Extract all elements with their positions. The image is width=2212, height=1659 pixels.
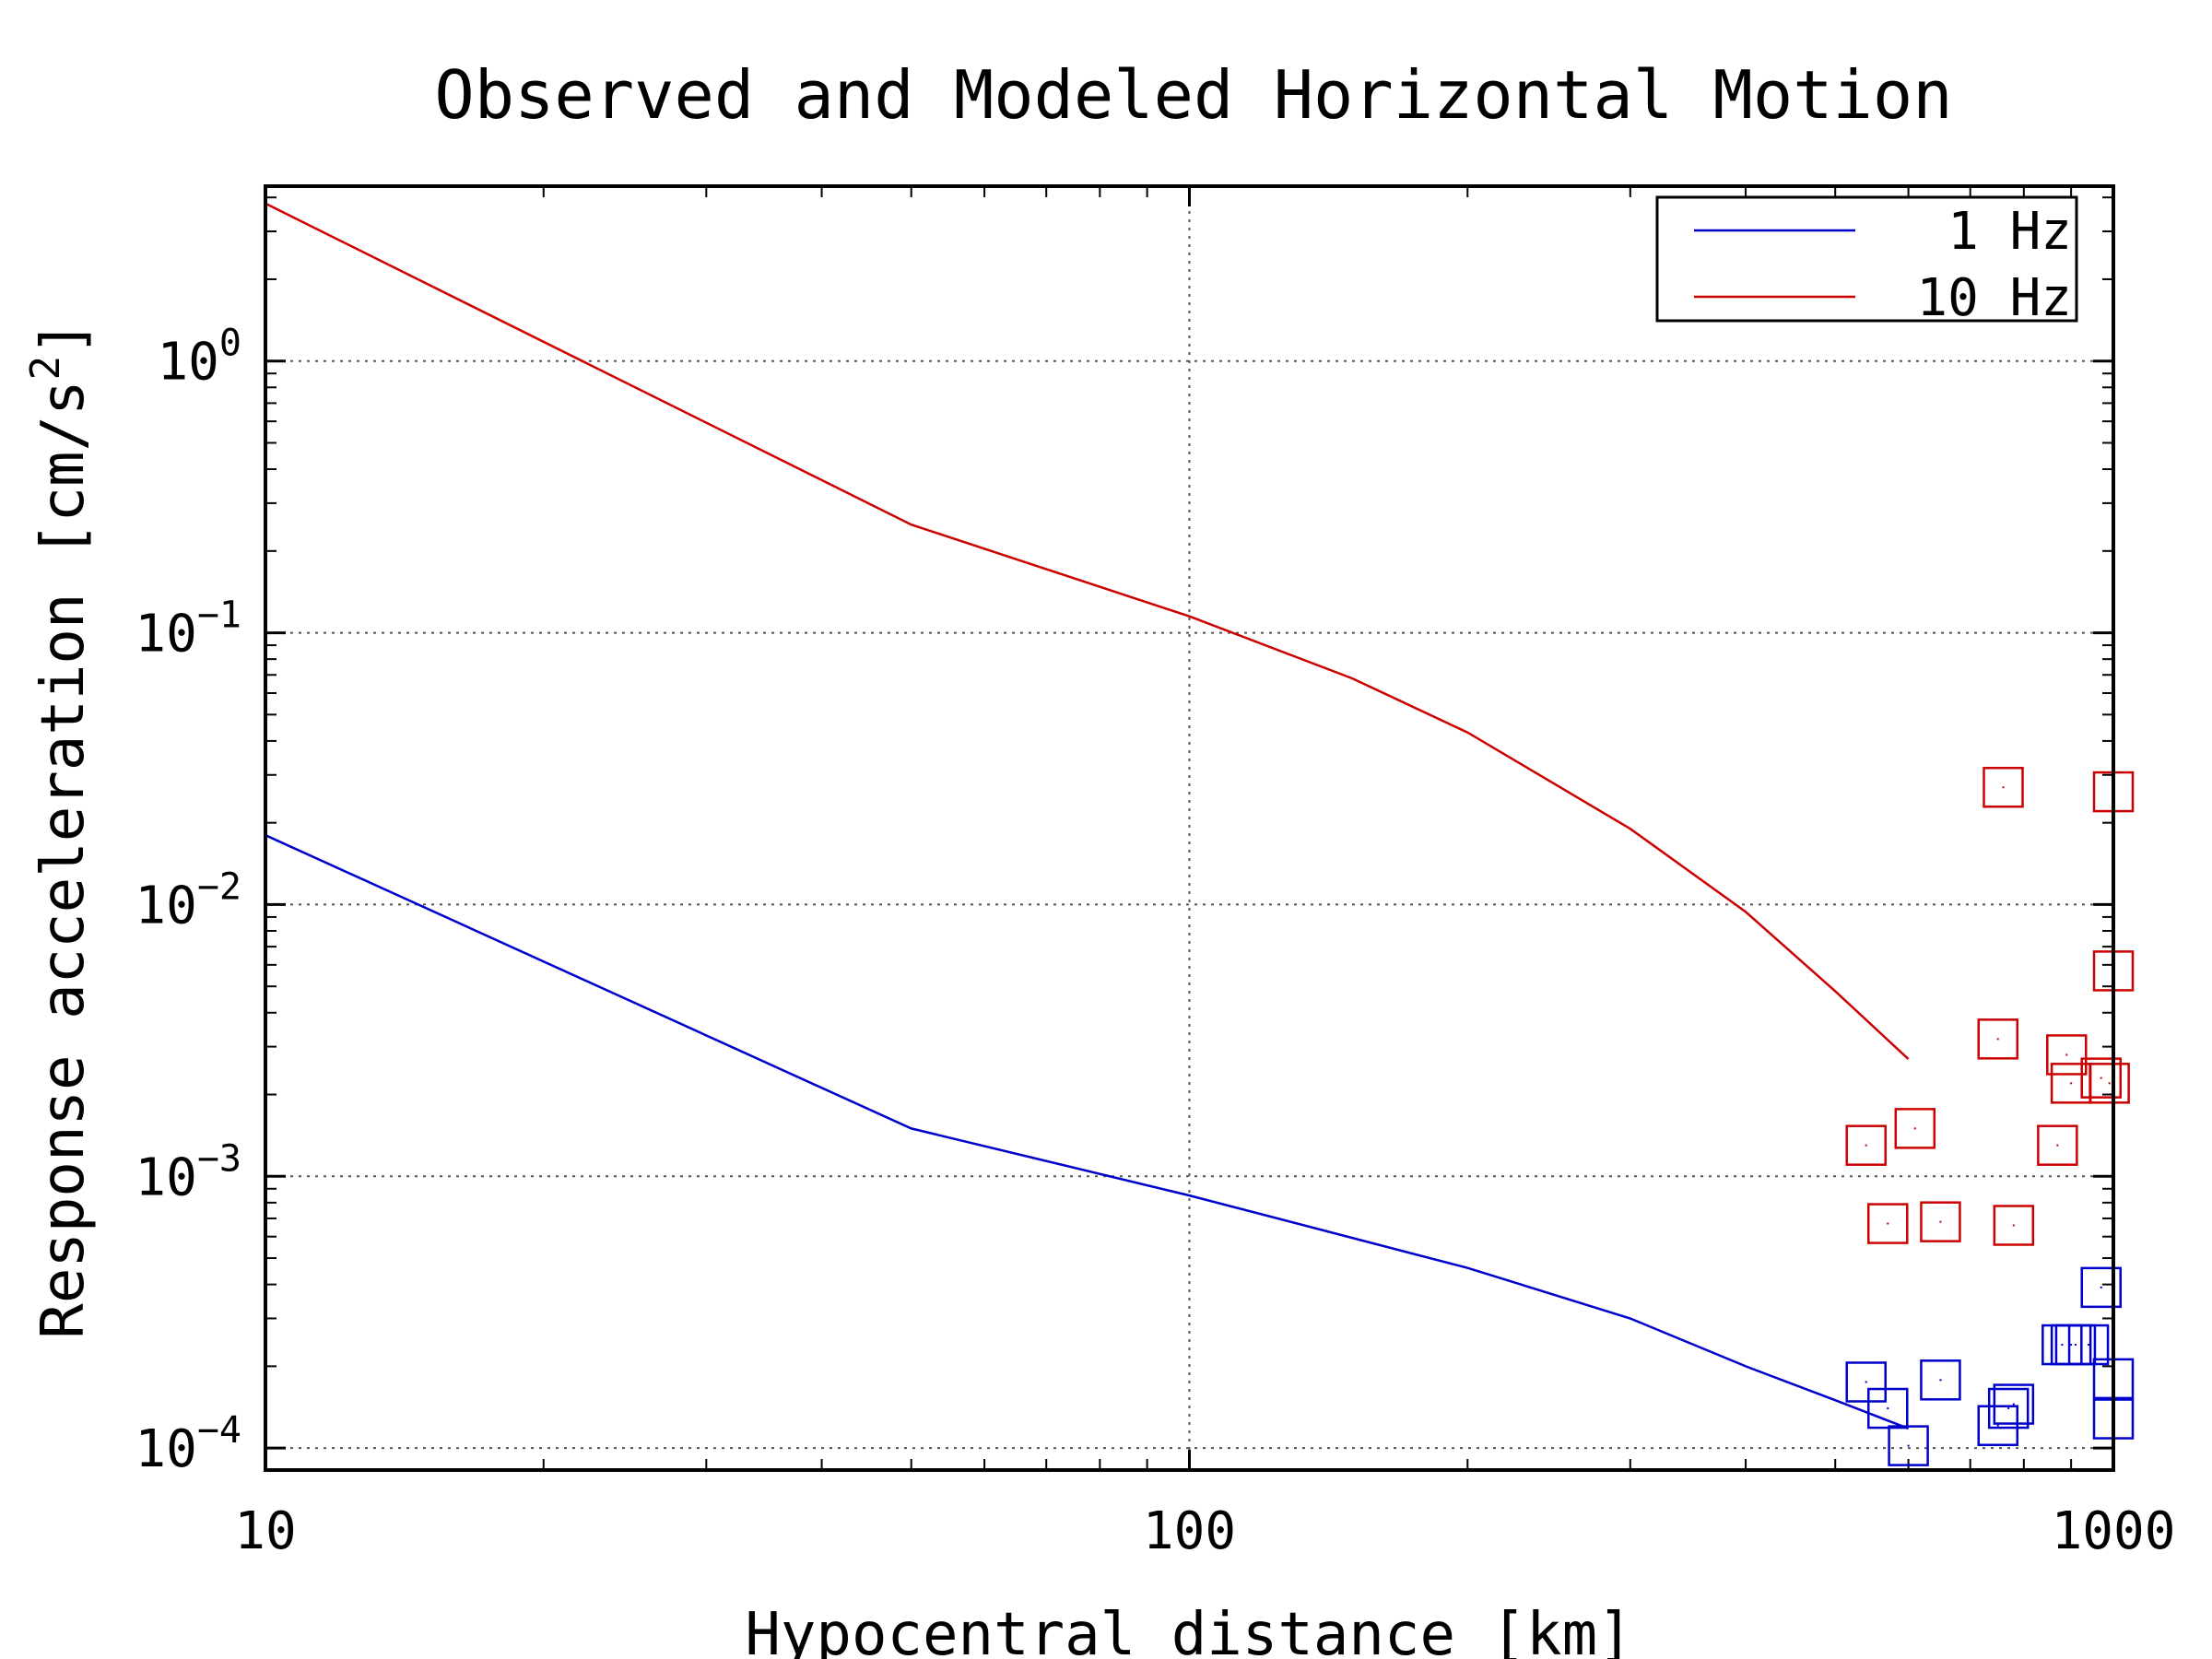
observed-point-1hz	[1867, 1387, 1909, 1430]
observed-point-center-1hz	[2074, 1344, 2077, 1347]
observed-point-center-10hz	[2002, 786, 2005, 789]
observed-point-center-10hz	[1939, 1220, 1942, 1223]
observed-point-1hz	[1845, 1361, 1887, 1403]
observed-point-10hz	[1920, 1201, 1961, 1242]
y-tick-base: 10	[157, 333, 218, 393]
observed-point-center-1hz	[2007, 1407, 2010, 1410]
observed-point-10hz	[1993, 1205, 2035, 1246]
observed-point-10hz	[1867, 1203, 1909, 1244]
y-tick-exponent: −1	[197, 594, 241, 637]
y-axis-label-main: Response acceleration [cm/s	[29, 380, 98, 1338]
chart-title: Observed and Modeled Horizontal Motion	[434, 56, 1952, 134]
y-tick-exponent: −2	[197, 865, 241, 908]
observed-point-center-10hz	[1865, 1144, 1867, 1147]
observed-point-center-1hz	[2070, 1344, 2073, 1347]
series-line-1hz	[265, 834, 1910, 1430]
observed-point-center-1hz	[2088, 1344, 2090, 1347]
observed-point-1hz	[2067, 1324, 2110, 1366]
y-tick-base: 10	[135, 876, 196, 935]
observed-point-10hz	[2088, 1063, 2130, 1104]
y-tick-label: 10−1	[135, 594, 241, 665]
observed-point-10hz	[2046, 1034, 2088, 1076]
observed-point-center-10hz	[1887, 1222, 1889, 1225]
x-tick-label: 1000	[2052, 1501, 2176, 1561]
observed-point-center-1hz	[1996, 1424, 1999, 1427]
y-tick-label: 100	[157, 323, 241, 393]
observed-point-1hz	[1920, 1359, 1961, 1401]
observed-point-center-10hz	[2012, 1224, 2015, 1227]
legend-box	[1655, 195, 2078, 323]
observed-point-10hz	[1983, 766, 2024, 808]
legend-label-1hz: 1 Hz	[1947, 202, 2072, 262]
x-tick-label: 10	[234, 1501, 296, 1561]
y-tick-base: 10	[135, 1419, 196, 1479]
observed-point-1hz	[1888, 1425, 1929, 1466]
observed-point-center-10hz	[1913, 1127, 1916, 1130]
y-axis-label-sup: 2	[22, 356, 69, 381]
observed-point-10hz	[1894, 1108, 1936, 1149]
observed-point-center-1hz	[2012, 1403, 2015, 1406]
observed-point-center-10hz	[2065, 1053, 2068, 1056]
observed-point-center-1hz	[1865, 1381, 1867, 1383]
x-axis-label: Hypocentral distance [km]	[745, 1601, 1632, 1659]
observed-point-center-10hz	[2108, 1082, 2111, 1085]
observed-point-center-1hz	[1939, 1379, 1942, 1382]
observed-point-center-10hz	[2100, 1077, 2102, 1079]
observed-point-center-1hz	[1907, 1444, 1910, 1447]
observed-point-center-1hz	[2061, 1344, 2064, 1347]
y-axis-label: Response acceleration [cm/s2]	[22, 320, 98, 1338]
observed-point-1hz	[2080, 1266, 2122, 1309]
observed-point-10hz	[1977, 1018, 2018, 1060]
legend-label-10hz: 10 Hz	[1916, 268, 2072, 328]
observed-point-center-10hz	[1996, 1038, 1999, 1041]
observed-point-center-1hz	[1887, 1407, 1889, 1410]
y-tick-label: 10−3	[135, 1137, 241, 1207]
y-tick-exponent: −3	[197, 1137, 241, 1180]
observed-point-center-10hz	[2070, 1082, 2073, 1085]
observed-point-1hz	[1993, 1383, 2035, 1425]
plot-frame	[264, 184, 2115, 1472]
y-tick-exponent: −4	[197, 1409, 241, 1452]
observed-point-1hz	[1987, 1387, 2030, 1430]
observed-point-10hz	[2037, 1124, 2078, 1166]
y-tick-base: 10	[135, 1147, 196, 1207]
plot-series	[265, 202, 2135, 1466]
observed-point-10hz	[1845, 1124, 1887, 1166]
y-tick-label: 10−2	[135, 865, 241, 935]
observed-point-1hz	[1977, 1405, 2018, 1446]
y-tick-exponent: 0	[219, 323, 241, 365]
y-axis-label-close: ]	[29, 320, 98, 356]
y-tick-label: 10−4	[135, 1409, 241, 1479]
observed-point-center-1hz	[2100, 1286, 2102, 1288]
y-tick-base: 10	[135, 605, 196, 665]
grid	[265, 186, 2113, 1470]
x-tick-label: 100	[1143, 1501, 1236, 1561]
observed-point-10hz	[2080, 1057, 2122, 1099]
series-line-10hz	[265, 202, 1910, 1061]
observed-point-center-10hz	[2056, 1144, 2059, 1147]
